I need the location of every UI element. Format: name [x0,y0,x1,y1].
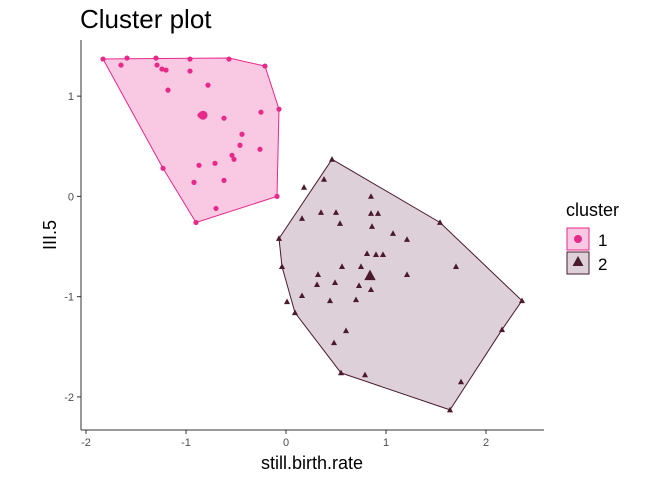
cluster-1-point [153,55,159,61]
cluster-1-point [213,205,219,212]
cluster-1-point [193,219,199,226]
x-ticks: -2 -1 0 1 2 [81,430,489,449]
cluster-2-point [314,271,322,278]
cluster-points [100,55,526,413]
cluster-2-point [352,296,360,303]
y-tick-label: 0 [68,191,74,203]
cluster-2-point [278,263,286,269]
cluster-1-point [100,56,106,62]
cluster-2-point [363,250,371,256]
legend-label-cluster-2: 2 [598,255,607,274]
cluster-2-point [320,176,328,182]
cluster-1-point [262,63,268,69]
x-tick-label: 2 [483,437,489,449]
cluster-1-point [159,66,165,72]
cluster-2-point [357,263,365,269]
chart-title: Cluster plot [80,4,212,34]
y-tick-label: 1 [68,91,74,103]
cluster-1-point [205,82,211,88]
cluster-2-point [379,251,387,257]
y-tick-label: -2 [64,392,74,404]
cluster-2-point [326,297,334,304]
cluster-2-point [275,235,283,241]
cluster-2-point [498,326,506,333]
cluster-hulls [102,57,523,411]
cluster-1-point [226,56,232,62]
y-tick-label: -1 [64,292,74,304]
cluster-2-point [518,297,526,304]
cluster-1-point [258,109,264,115]
cluster-1-point [221,115,227,121]
x-tick-label: 1 [383,437,389,449]
cluster-1-point [237,142,243,148]
cluster-2-point [403,236,411,242]
cluster-2-point [361,371,369,378]
cluster-2-point [338,263,346,269]
cluster-2-point [331,279,339,286]
cluster-1-point [239,131,245,137]
cluster-2-point [298,292,306,299]
cluster-1-point [124,55,130,61]
legend: cluster 1 2 [566,200,619,275]
cluster-1-point [196,162,202,168]
cluster-2-point [403,271,411,278]
cluster-2-point [291,309,299,316]
cluster-2-point [342,327,350,334]
cluster-1-point [154,62,160,68]
cluster-1-point [229,152,235,158]
cluster-2-point [367,286,375,293]
cluster-2-point [446,406,454,413]
cluster-2-point [367,193,375,199]
legend-triangle-icon [572,256,584,266]
cluster-1-hull [102,57,280,224]
cluster-2-point [283,298,291,305]
cluster-2-point [298,215,306,221]
cluster-2-point [389,230,397,236]
legend-circle-icon [574,235,582,243]
cluster-1-point [187,68,193,74]
cluster-1-point [118,62,124,68]
cluster-1-point [274,193,280,200]
cluster-2-point [368,223,376,229]
cluster-2-point [313,281,321,288]
y-ticks: -2 -1 0 1 [64,91,81,404]
cluster-2-point [355,282,363,289]
cluster-2-centroid [364,269,376,281]
cluster-1-point [212,160,218,166]
legend-label-cluster-1: 1 [598,231,607,250]
cluster-1-point [191,179,197,185]
cluster-1-point [257,146,263,152]
cluster-2-point [452,263,460,269]
cluster-1-point [165,87,171,93]
cluster-2-point [374,210,382,216]
cluster-1-point [276,106,282,112]
cluster-2-point [336,220,344,226]
y-axis-title: III.5 [40,220,60,250]
x-tick-label: -1 [181,437,191,449]
cluster-1-point [187,56,193,62]
cluster-2-point [317,209,325,215]
cluster-2-point [372,251,380,257]
cluster-1-point [221,177,227,183]
x-tick-label: 0 [283,437,289,449]
cluster-2-point [328,156,336,162]
cluster-1-point [163,67,169,73]
cluster-1-centroid [198,110,208,120]
cluster-1-point [160,165,166,171]
x-tick-label: -2 [81,437,91,449]
cluster-2-point [367,210,375,216]
cluster-2-point [337,369,345,376]
axes [80,40,544,431]
cluster-2-point [436,219,444,225]
cluster-2-point [330,339,338,346]
cluster-1-point [231,156,237,162]
x-axis-title: still.birth.rate [261,453,363,473]
cluster-2-point [457,378,465,385]
cluster-2-point [300,184,308,190]
cluster-2-point [332,209,340,215]
legend-title: cluster [566,200,619,220]
